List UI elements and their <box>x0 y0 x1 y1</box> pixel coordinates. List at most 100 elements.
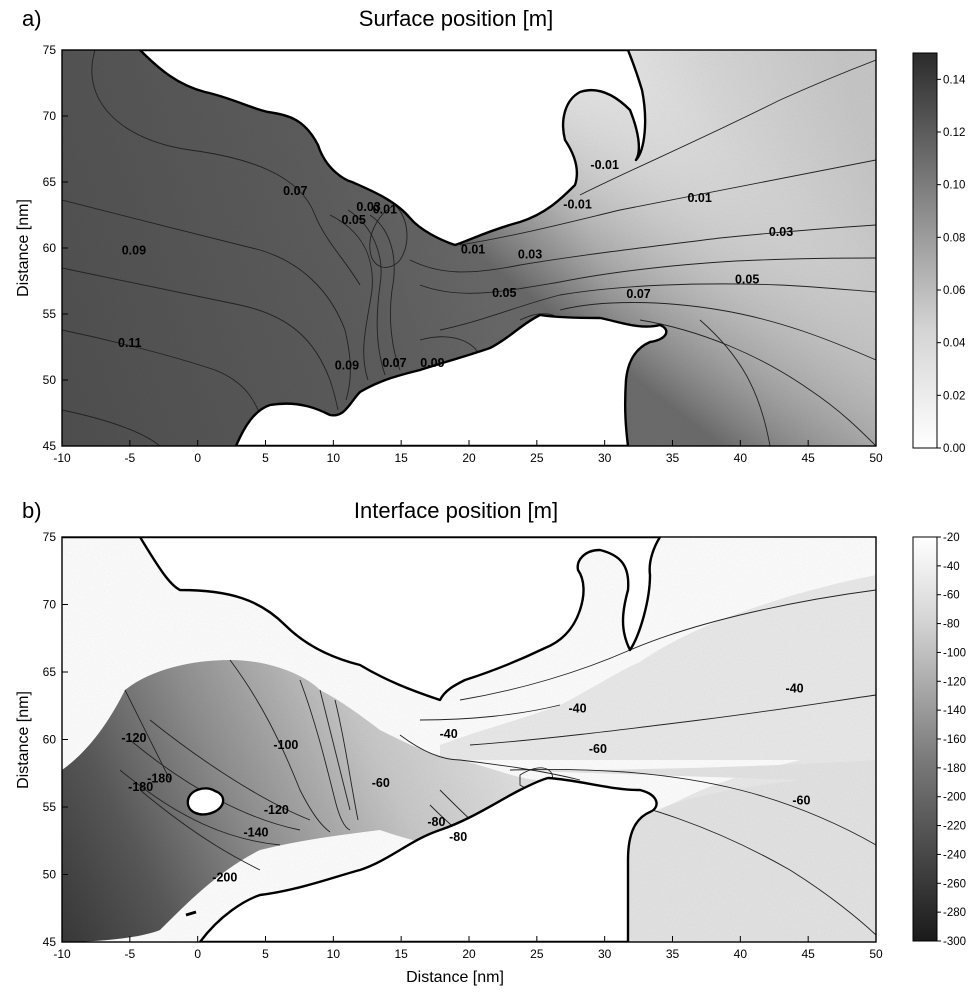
panel-b-xtick-label: 25 <box>530 947 544 961</box>
panel-b-contour-label: -40 <box>568 702 586 716</box>
panel-b-title: Interface position [m] <box>354 498 558 523</box>
panel-b-contour-label: -140 <box>243 826 268 840</box>
panel-a-label: a) <box>22 6 42 31</box>
panel-a-contour-label: 0.07 <box>283 184 307 198</box>
panel-b-contour-label: -80 <box>449 830 467 844</box>
panel-a-ytick-label: 50 <box>43 373 57 387</box>
panel-a-xtick-label: 20 <box>462 451 476 465</box>
panel-b-colorbar-tick-label: -20 <box>943 532 960 544</box>
panel-a-contour-label: 0.05 <box>735 273 759 287</box>
panel-a-contour-labels: 0.110.090.070.050.030.010.09 0.07 0.090.01… <box>118 158 793 373</box>
panel-a-xtick-label: 45 <box>801 451 815 465</box>
panel-a-contour-label: 0.01 <box>461 242 485 256</box>
panel-a-ytick-label: 65 <box>43 175 57 189</box>
panel-a-contours <box>62 50 876 446</box>
panel-b-contour-label: -60 <box>589 742 607 756</box>
panel-a-ytick-label: 45 <box>43 439 57 453</box>
panel-a-colorbar-tick-label: 0.10 <box>943 180 965 192</box>
panel-a-xtick-label: 35 <box>666 451 680 465</box>
panel-a-colorbar-tick-label: 0.06 <box>943 285 965 297</box>
panel-b-colorbar-tick-label: -240 <box>943 849 966 861</box>
panel-a-xtick-label: 0 <box>194 451 201 465</box>
panel-b-contour-label: -60 <box>372 776 390 790</box>
panel-a-ytick-label: 70 <box>43 109 57 123</box>
panel-a-ytick-label: 75 <box>43 43 57 57</box>
panel-a-contour-label: -0.01 <box>590 158 619 172</box>
panel-a-contour-label: 0.09 <box>420 356 444 370</box>
panel-b-colorbar-tick-label: -220 <box>943 821 966 833</box>
panel-b-colorbar <box>912 536 938 942</box>
panel-a-contour-label: -0.01 <box>563 197 592 211</box>
panel-b-contour-label: -40 <box>440 727 458 741</box>
panel-a-ytick-label: 55 <box>43 307 57 321</box>
panel-b-label: b) <box>22 498 42 523</box>
panel-a-title: Surface position [m] <box>359 6 553 31</box>
panel-b-ylabel: Distance [nm] <box>15 691 32 789</box>
panel-b-xtick-label: 15 <box>394 947 408 961</box>
panel-b-ytick-label: 50 <box>43 868 57 882</box>
panel-b-contour-label: -80 <box>427 815 445 829</box>
panel-b-ytick-label: 55 <box>43 800 57 814</box>
panel-b-xtick-label: 45 <box>801 947 815 961</box>
panel-b-colorbar-tick-label: -80 <box>943 619 960 631</box>
panel-a-xtick-label: 10 <box>327 451 341 465</box>
panel-b-interface-position: b) Interface position [m] <box>15 498 966 986</box>
panel-a-contour-label: 0.01 <box>687 191 711 205</box>
panel-b-ytick-label: 65 <box>43 665 57 679</box>
panel-b-colorbar-tick-label: -260 <box>943 878 966 890</box>
panel-b-land <box>62 537 662 942</box>
panel-a-colorbar-ticks: 0.00 0.02 0.04 0.06 0.08 0.10 0.12 0.14 <box>937 74 966 455</box>
panel-a-colorbar-tick-label: 0.12 <box>943 127 965 139</box>
panel-b-xtick-label: 50 <box>869 947 883 961</box>
panel-a-colorbar <box>912 52 938 449</box>
panel-a-ylabel: Distance [nm] <box>15 199 32 297</box>
panel-b-colorbar-ticks: -20 -40 -60 -80 -100 -120 -140 -160 -180 -200 -220… <box>937 532 966 948</box>
panel-b-axes: -10 -5 0 5 10 15 20 25 30 35 40 45 50 45 50 55 60 65 70 75 <box>43 530 883 961</box>
panel-b-xtick-label: 30 <box>598 947 612 961</box>
panel-b-colorbar-tick-label: -60 <box>943 590 960 602</box>
panel-b-contour-label: -60 <box>792 793 810 807</box>
panel-a-colorbar-tick-label: 0.02 <box>943 390 965 402</box>
panel-b-xtick-label: 20 <box>462 947 476 961</box>
panel-b-colorbar-tick-label: -280 <box>943 907 966 919</box>
panel-a-colorbar-tick-label: 0.14 <box>943 74 966 86</box>
panel-b-ytick-label: 70 <box>43 598 57 612</box>
panel-a-contour-label: 0.07 <box>626 287 650 301</box>
panel-a-axes: -10 -5 0 5 10 15 20 25 30 35 40 45 50 45 50 55 60 65 70 75 <box>43 43 883 465</box>
panel-b-ytick-label: 75 <box>43 530 57 544</box>
panel-b-xtick-label: -10 <box>53 947 71 961</box>
panel-a-contour-label: 0.01 <box>373 203 397 217</box>
panel-b-xtick-label: 40 <box>734 947 748 961</box>
panel-a-xtick-label: 5 <box>262 451 269 465</box>
panel-b-contour-labels: -120 -100 -180-180 -120 -140 -200 -60 -40 -80 -80… <box>121 681 810 884</box>
panel-a-contour-label: 0.03 <box>769 225 793 239</box>
panel-b-colorbar-tick-label: -120 <box>943 676 966 688</box>
panel-b-colorbar-tick-label: -160 <box>943 734 966 746</box>
panel-b-colorbar-tick-label: -40 <box>943 561 960 573</box>
panel-b-contour-label: -120 <box>264 803 289 817</box>
panel-a-xtick-label: -10 <box>53 451 71 465</box>
panel-a-contour-label: 0.03 <box>356 200 380 214</box>
panel-b-xtick-label: -5 <box>124 947 135 961</box>
panel-b-contour-label: -200 <box>212 870 237 884</box>
panel-b-colorbar-tick-label: -180 <box>943 763 966 775</box>
panel-b-colorbar-tick-label: -100 <box>943 647 966 659</box>
panel-b-xtick-label: 10 <box>327 947 341 961</box>
panel-a-xtick-label: 15 <box>394 451 408 465</box>
panel-a-contour-label: 0.09 <box>122 244 146 258</box>
panel-a-colorbar-tick-label: 0.08 <box>943 232 965 244</box>
panel-a-ytick-label: 60 <box>43 241 57 255</box>
panel-b-colorbar-tick-label: -300 <box>943 936 966 948</box>
panel-a-contour-label: 0.03 <box>518 248 542 262</box>
panel-a-colorbar-tick-label: 0.04 <box>943 338 966 350</box>
panel-b-contour-label: -40 <box>786 681 804 695</box>
panel-b-xtick-label: 0 <box>194 947 201 961</box>
panel-b-contour-label: -120 <box>121 731 146 745</box>
panel-a-land <box>138 50 668 446</box>
panel-b-contour-label: -180 <box>147 772 172 786</box>
panel-a-contour-label: 0.11 <box>118 336 142 350</box>
panel-a-contour-label: 0.05 <box>342 213 366 227</box>
panel-a-surface-position: a) Surface position [m] <box>15 6 966 465</box>
panel-a-xtick-label: 30 <box>598 451 612 465</box>
